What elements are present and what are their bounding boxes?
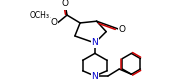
Text: OCH₃: OCH₃ (30, 11, 50, 20)
Text: N: N (92, 72, 98, 81)
Text: O: O (118, 25, 125, 34)
Text: O: O (51, 18, 58, 27)
Text: N: N (92, 38, 98, 47)
Text: O: O (62, 0, 69, 8)
